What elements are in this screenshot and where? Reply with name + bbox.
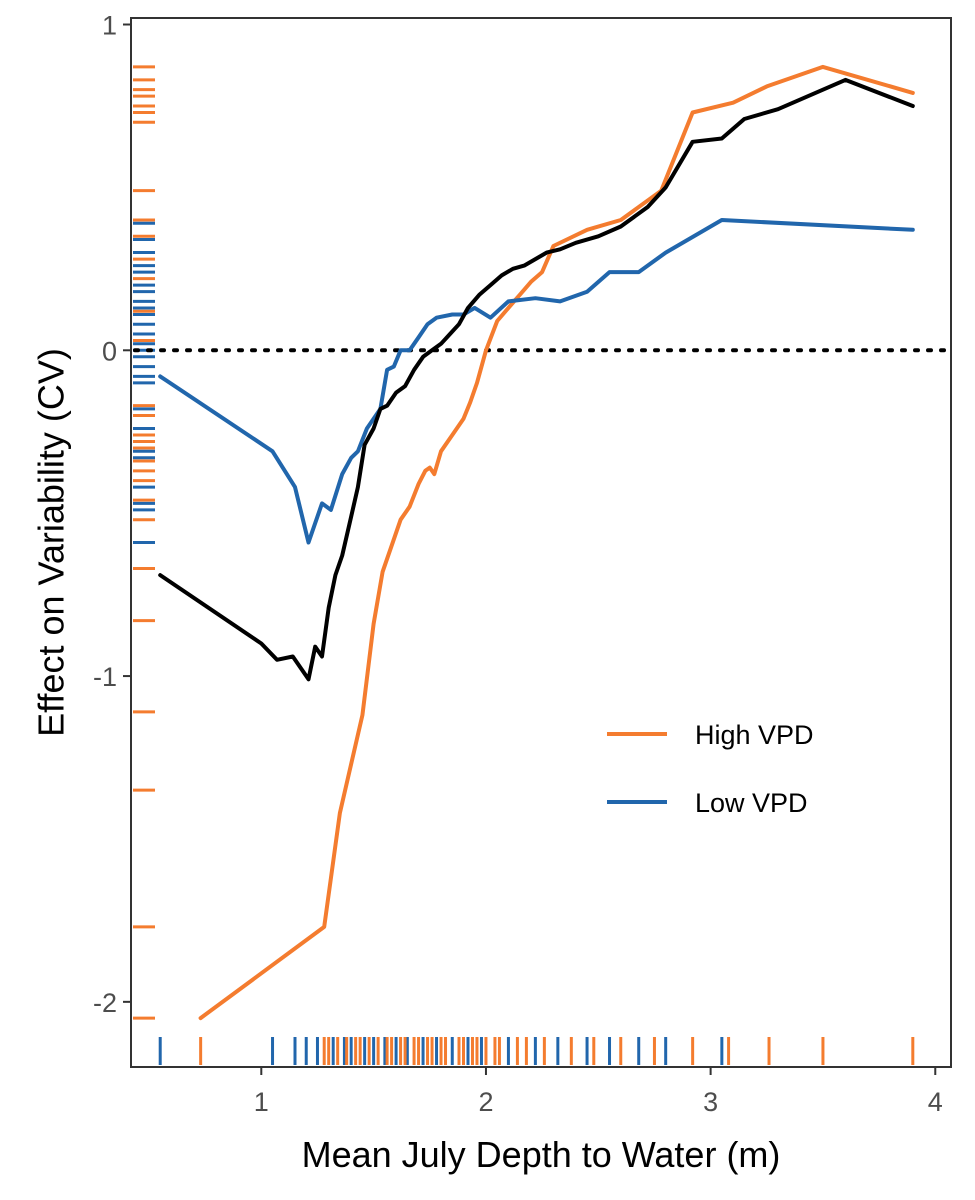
rug-marks [133, 65, 915, 1065]
legend: High VPD Low VPD [607, 720, 814, 818]
y-tick-label: 0 [102, 336, 117, 366]
axes: 1 2 3 4 1 0 -1 -2 [93, 11, 943, 1117]
x-tick-label: 1 [254, 1087, 269, 1117]
series-lines [158, 64, 915, 1021]
legend-label-high-vpd: High VPD [695, 720, 814, 750]
x-tick-label: 2 [478, 1087, 493, 1117]
y-axis-title: Effect on Variability (CV) [31, 348, 72, 737]
y-tick-label: -1 [93, 662, 117, 692]
series-line-overall [158, 77, 915, 682]
x-tick-label: 4 [928, 1087, 943, 1117]
y-tick-label: 1 [102, 11, 117, 41]
plot-panel-border [130, 17, 952, 1068]
series-line-low-vpd [158, 218, 915, 545]
x-tick-label: 3 [703, 1087, 718, 1117]
legend-label-low-vpd: Low VPD [695, 788, 808, 818]
series-line-high-vpd [198, 64, 915, 1021]
x-axis-title: Mean July Depth to Water (m) [302, 1134, 781, 1175]
y-tick-label: -2 [93, 988, 117, 1018]
